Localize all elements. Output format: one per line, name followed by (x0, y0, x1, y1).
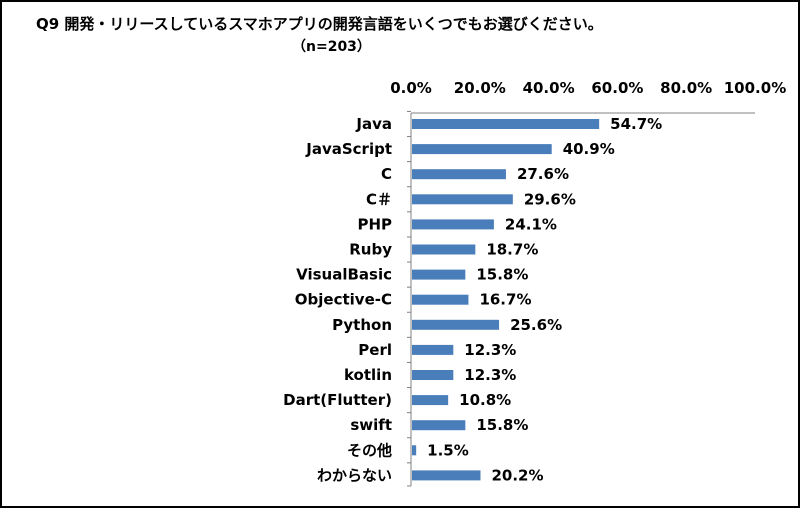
category-label: PHP (357, 215, 392, 233)
data-label: 29.6% (524, 190, 576, 208)
data-label: 16.7% (479, 291, 531, 309)
chart-title: Q9 開発・リリースしているスマホアプリの開発言語をいくつでもお選びください。 (36, 15, 603, 33)
x-tick-label: 0.0% (390, 79, 432, 97)
data-label: 15.8% (476, 416, 528, 434)
value-labels: 54.7% 40.9% 27.6% 29.6% 24.1% 18.7% 15.8% 16.7%… (427, 115, 662, 484)
data-label: 1.5% (427, 441, 469, 459)
chart-subtitle: （n=203） (292, 39, 371, 55)
category-label: swift (350, 416, 392, 434)
category-label: C＃ (366, 190, 392, 208)
data-label: 54.7% (610, 115, 662, 133)
x-tick-label: 40.0% (523, 79, 575, 97)
category-label: JavaScript (305, 140, 392, 158)
bars (412, 119, 600, 481)
data-label: 25.6% (510, 316, 562, 334)
bar (412, 319, 500, 330)
category-label: Dart(Flutter) (283, 391, 392, 409)
bar (412, 194, 513, 205)
bar (412, 294, 469, 305)
data-label: 40.9% (563, 140, 615, 158)
bar (412, 144, 552, 155)
data-label: 10.8% (459, 391, 511, 409)
bar (412, 344, 454, 355)
x-tick-label: 20.0% (454, 79, 506, 97)
data-label: 12.3% (464, 341, 516, 359)
category-label: わからない (317, 466, 392, 484)
bar (412, 244, 476, 255)
bar (412, 395, 449, 406)
axes (407, 110, 755, 487)
x-tick-label: 80.0% (660, 79, 712, 97)
x-tick-label: 100.0% (724, 79, 786, 97)
category-label: Ruby (349, 241, 392, 259)
category-label: C (381, 165, 392, 183)
bar (412, 219, 494, 230)
bar (412, 119, 600, 129)
category-label: Java (355, 115, 392, 133)
bar (412, 370, 454, 380)
category-label: VisualBasic (296, 266, 392, 284)
x-tick-label: 60.0% (591, 79, 643, 97)
data-label: 18.7% (486, 241, 538, 259)
bar (412, 169, 506, 180)
category-label: Perl (358, 341, 392, 359)
category-labels: Java JavaScript C C＃ PHP Ruby VisualBasic Objec… (283, 115, 392, 484)
data-label: 24.1% (505, 215, 557, 233)
bar (412, 269, 466, 280)
category-label: Python (332, 316, 392, 334)
bar (412, 470, 481, 481)
category-label: Objective-C (295, 291, 392, 309)
data-label: 27.6% (517, 165, 569, 183)
data-label: 12.3% (464, 366, 516, 384)
category-label: kotlin (344, 366, 392, 384)
x-axis-ticks: 0.0% 20.0% 40.0% 60.0% 80.0% 100.0% (390, 79, 786, 97)
category-label: その他 (347, 441, 392, 459)
data-label: 20.2% (491, 466, 543, 484)
data-label: 15.8% (476, 266, 528, 284)
bar (412, 420, 466, 431)
bar (412, 445, 417, 456)
